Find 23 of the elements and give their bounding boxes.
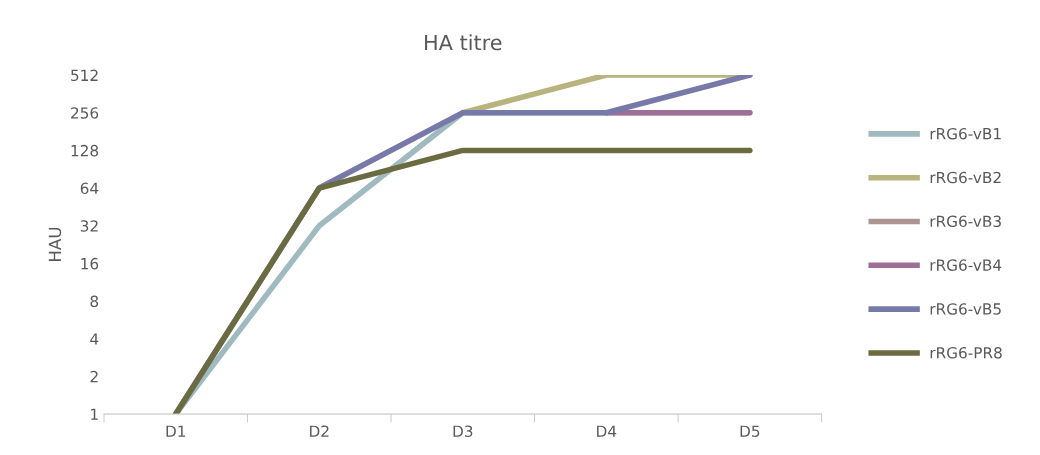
x-tick-label: D2 — [310, 425, 329, 437]
y-tick-label: 16 — [81, 257, 99, 270]
y-tick-label: 512 — [71, 69, 98, 82]
y-tick-label: 1 — [91, 408, 98, 420]
x-tick-label: D5 — [740, 425, 760, 437]
y-tick-label: 4 — [90, 333, 99, 345]
legend-label: rRG6-vB4 — [930, 259, 1002, 271]
y-axis-title: HAU — [48, 227, 62, 261]
x-tick-label: D3 — [453, 425, 473, 437]
y-tick-label: 64 — [80, 182, 99, 195]
y-tick-label: 8 — [90, 295, 99, 308]
y-tick-label: 32 — [80, 220, 98, 232]
y-tick-label: 2 — [90, 370, 98, 383]
legend-label: rRG6-vB2 — [930, 171, 1001, 184]
legend-label: rRG6-vB1 — [930, 127, 1001, 140]
chart-title: HA titre — [425, 34, 502, 51]
legend-label: rRG6-PR8 — [930, 346, 1002, 359]
legend-label: rRG6-vB5 — [930, 303, 1001, 315]
x-tick-label: D1 — [166, 425, 186, 437]
x-tick-label: D4 — [597, 425, 617, 437]
y-tick-label: 256 — [71, 107, 99, 119]
y-tick-label: 128 — [71, 144, 99, 157]
legend-label: rRG6-vB3 — [930, 215, 1001, 228]
